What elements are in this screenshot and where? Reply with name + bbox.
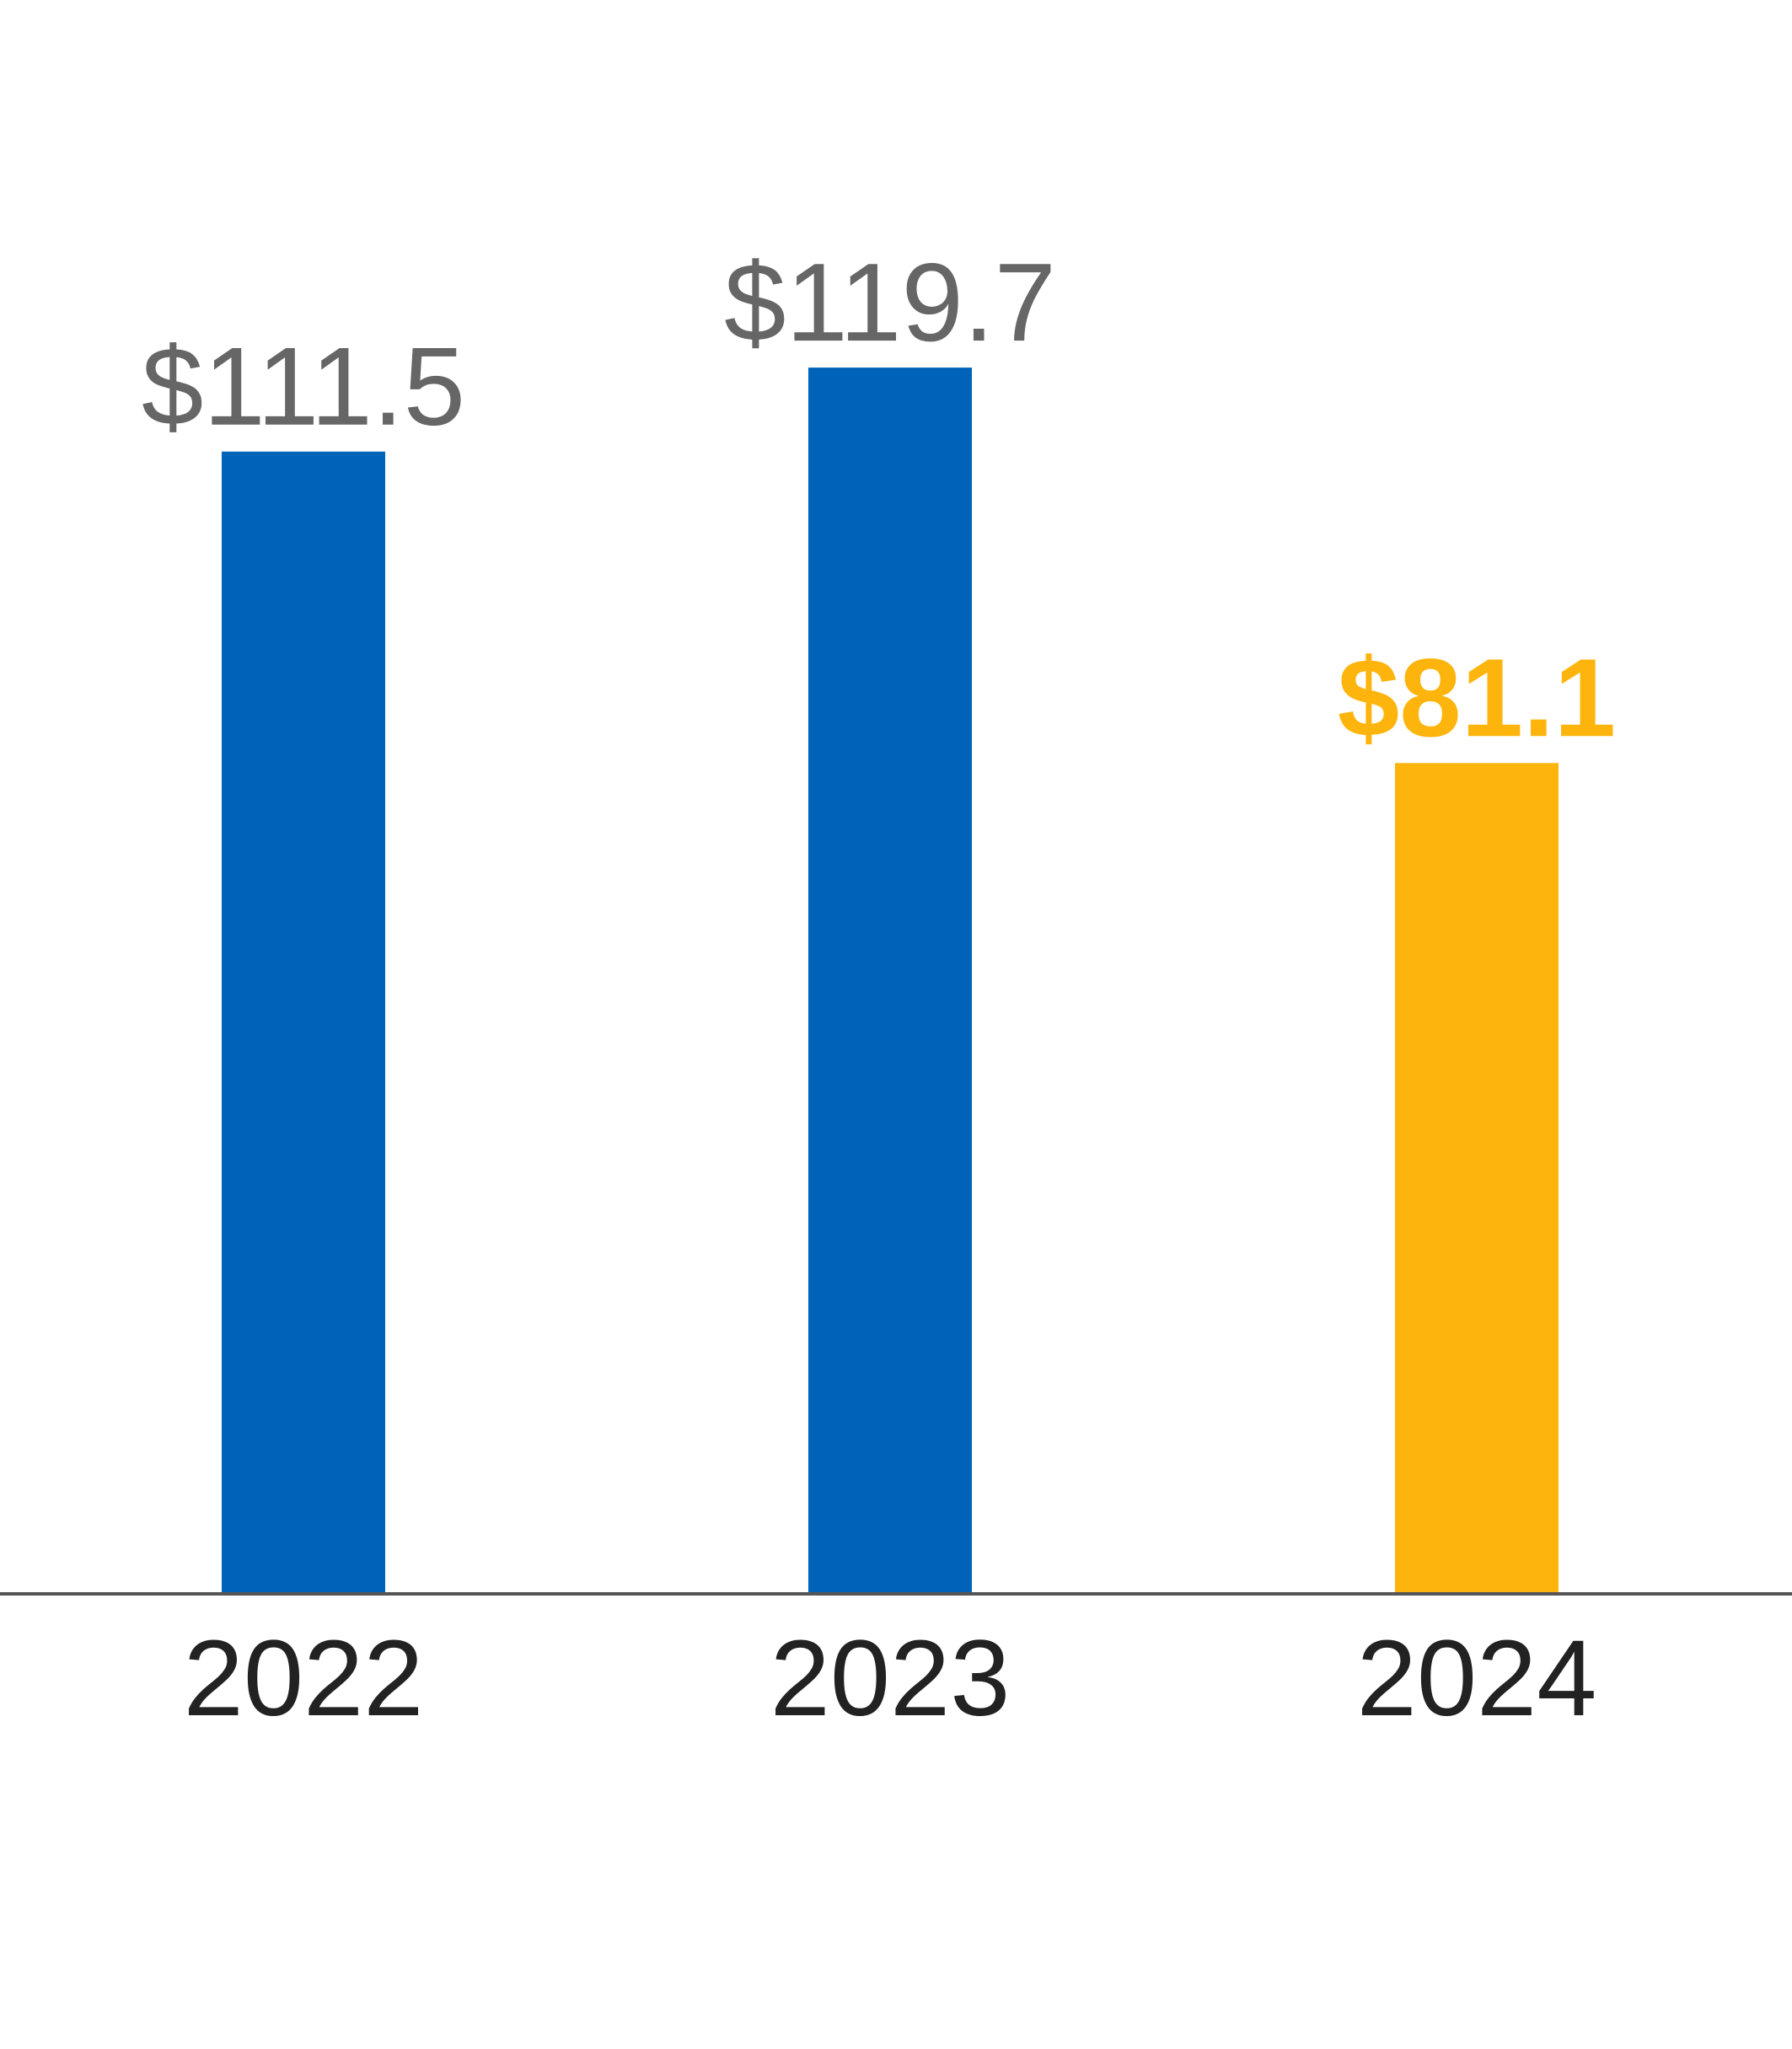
value-label-2023: $119.7 bbox=[724, 240, 1056, 364]
value-labels-layer: $111.5 $119.7 $81.1 bbox=[142, 240, 1616, 759]
value-label-2024: $81.1 bbox=[1338, 636, 1616, 759]
x-tick-label-2023: 2023 bbox=[770, 1618, 1011, 1739]
x-tick-labels: 2022 2023 2024 bbox=[184, 1618, 1597, 1739]
x-tick-label-2024: 2024 bbox=[1357, 1618, 1597, 1739]
x-tick-label-2022: 2022 bbox=[184, 1618, 424, 1739]
bar-2023 bbox=[808, 367, 972, 1594]
value-label-2022: $111.5 bbox=[142, 325, 465, 448]
bar-2024 bbox=[1395, 763, 1559, 1594]
bars-layer bbox=[222, 367, 1559, 1594]
bar-2022 bbox=[222, 451, 385, 1594]
